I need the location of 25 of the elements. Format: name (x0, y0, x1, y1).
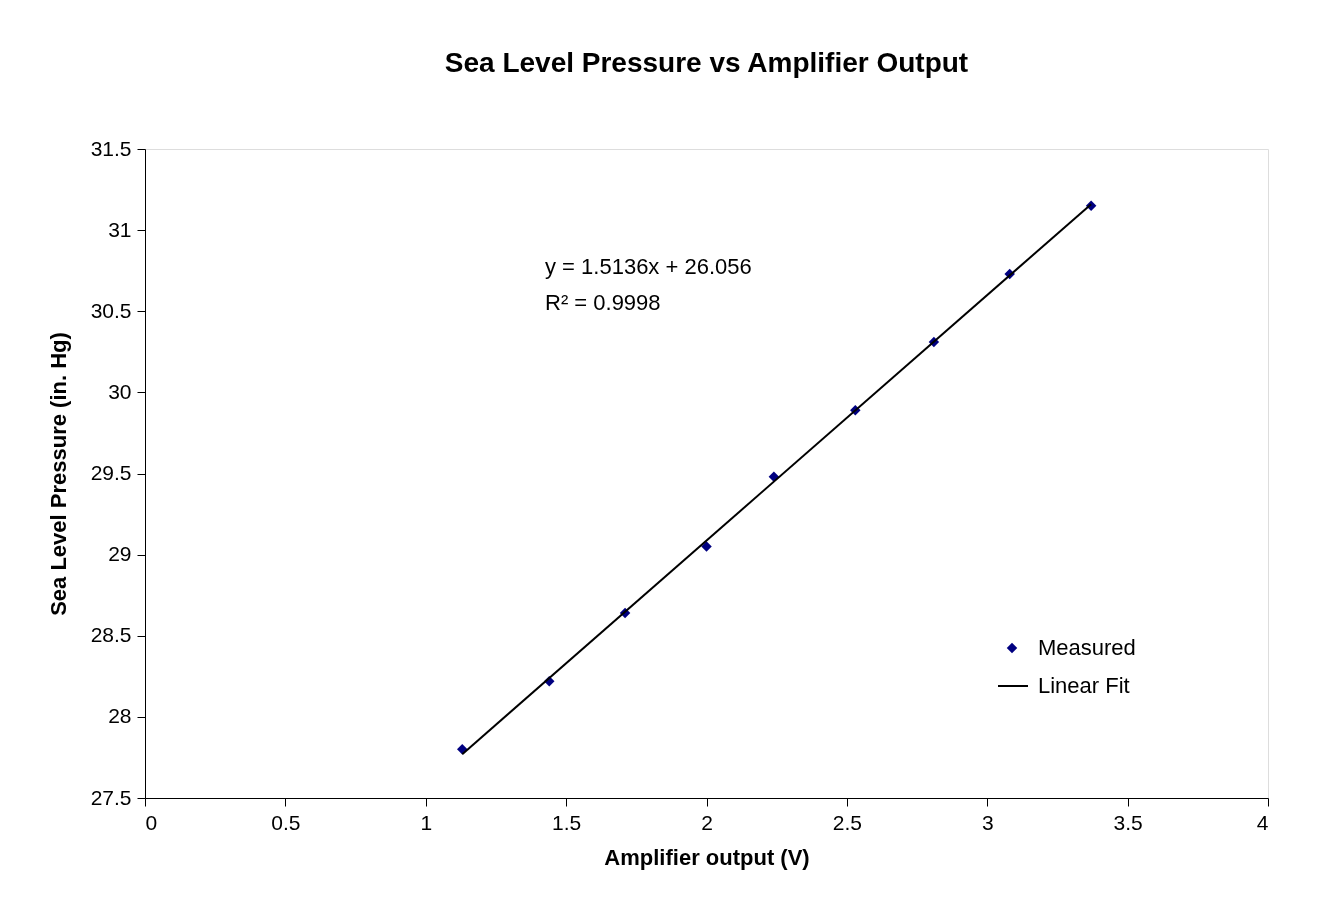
x-tick-label: 0.5 (271, 810, 301, 834)
legend-label: Linear Fit (1038, 673, 1130, 698)
annotation: R² = 0.9998 (545, 290, 661, 315)
y-tick-label: 28 (108, 704, 132, 728)
y-tick-label: 28.5 (90, 623, 132, 647)
x-axis-title: Amplifier output (V) (604, 844, 810, 870)
x-tick-label: 4 (1256, 810, 1269, 834)
annotation: y = 1.5136x + 26.056 (545, 254, 752, 279)
y-tick-label: 29.5 (90, 461, 132, 484)
legend-label: Measured (1038, 635, 1136, 660)
chart-title: Sea Level Pressure vs Amplifier Output (444, 47, 969, 78)
x-tick-label: 1.5 (552, 810, 582, 834)
y-tick-label: 29 (108, 542, 132, 566)
y-tick-label: 27.5 (90, 785, 132, 809)
x-tick-label: 1 (420, 810, 433, 834)
y-tick-label: 30 (108, 379, 132, 403)
y-axis-title: Sea Level Pressure (in. Hg) (45, 332, 71, 616)
x-tick-label: 3.5 (1113, 810, 1143, 834)
x-tick-label: 2.5 (832, 810, 862, 834)
x-tick-label: 2 (701, 810, 713, 834)
y-tick-label: 31.5 (90, 136, 132, 160)
x-tick-label: 3 (981, 810, 994, 834)
y-tick-label: 31 (108, 217, 132, 241)
y-tick-label: 30.5 (90, 298, 132, 322)
x-tick-label: 0 (145, 810, 158, 834)
